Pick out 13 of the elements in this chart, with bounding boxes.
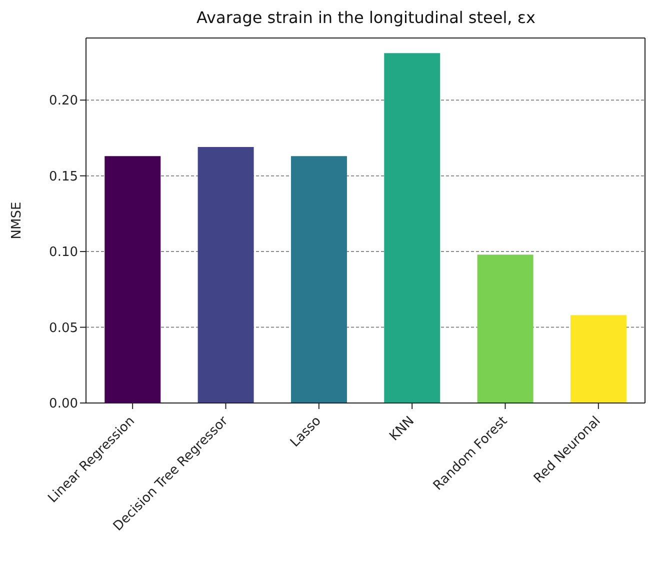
chart-title: Avarage strain in the longitudinal steel, εx — [196, 8, 536, 27]
y-axis-title: NMSE — [10, 202, 25, 240]
y-tick-label: 0.05 — [49, 320, 78, 336]
bar — [384, 53, 440, 403]
bar — [570, 315, 626, 403]
y-tick-label: 0.20 — [49, 94, 78, 109]
bar — [104, 156, 161, 403]
y-tick-label: 0.10 — [49, 245, 78, 260]
y-tick-label: 0.15 — [49, 169, 78, 184]
bar — [477, 254, 534, 403]
bar — [290, 156, 347, 403]
y-tick-label: 0.00 — [49, 396, 78, 412]
bar — [198, 147, 254, 403]
